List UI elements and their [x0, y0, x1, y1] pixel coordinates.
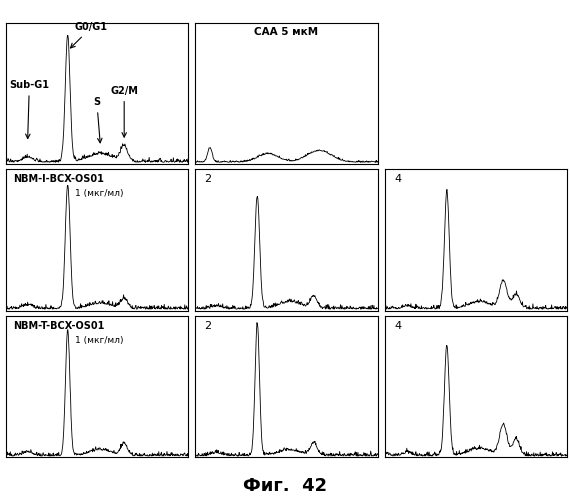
Text: 1 (мкг/мл): 1 (мкг/мл) [75, 189, 124, 198]
Text: NBM-T-BCX-OS01: NBM-T-BCX-OS01 [13, 320, 104, 330]
Text: Sub-G1: Sub-G1 [9, 80, 50, 138]
Text: NBM-I-BCX-OS01: NBM-I-BCX-OS01 [13, 174, 104, 184]
Text: 2: 2 [205, 320, 211, 330]
Text: 4: 4 [394, 320, 401, 330]
Text: Фиг.  42: Фиг. 42 [243, 477, 327, 495]
Text: 1 (мкг/мл): 1 (мкг/мл) [75, 336, 124, 345]
Text: 2: 2 [205, 174, 211, 184]
Text: G2/M: G2/M [110, 86, 138, 137]
Text: S: S [93, 97, 102, 143]
Text: САА 5 мкМ: САА 5 мкМ [254, 26, 319, 36]
Text: 4: 4 [394, 174, 401, 184]
Text: G0/G1: G0/G1 [71, 22, 108, 48]
